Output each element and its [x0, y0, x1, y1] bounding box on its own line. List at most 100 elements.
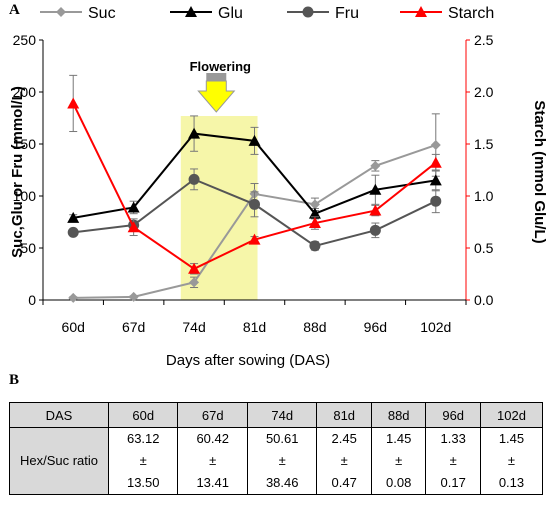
mean-value: 2.45 — [331, 431, 357, 446]
data-point — [430, 140, 441, 151]
plus-minus: ± — [507, 453, 516, 468]
x-tick-label: 67d — [122, 319, 145, 335]
plus-minus: ± — [278, 453, 286, 468]
data-point — [430, 195, 442, 207]
legend-label: Starch — [448, 5, 494, 22]
legend-marker — [302, 6, 314, 18]
sd-value: 13.50 — [126, 475, 160, 490]
line-chart: Flowering 0 50 100 150 200 250 0.0 0.5 1.0 1.5 2.0… — [9, 5, 548, 369]
x-tick-label: 102d — [420, 319, 451, 335]
sd-value: 0.47 — [331, 475, 357, 490]
data-point — [309, 199, 320, 210]
x-tick-label: 60d — [62, 319, 85, 335]
data-point — [67, 97, 80, 109]
y-right-tick-label: 2.5 — [474, 32, 494, 48]
data-point — [370, 160, 381, 171]
data-point — [429, 174, 442, 186]
mean-value: 50.61 — [265, 431, 299, 446]
data-point — [189, 277, 200, 288]
y-left-tick-label: 250 — [13, 32, 37, 48]
data-point — [67, 226, 79, 238]
y-left-tick-label: 200 — [13, 84, 37, 100]
y-right-tick-label: 2.0 — [474, 84, 494, 100]
data-point — [249, 198, 260, 210]
legend-label: Suc — [88, 5, 116, 22]
table-column-header: 102d — [479, 402, 544, 428]
y-axis-right-title: Starch (mmol Glu/L) — [531, 100, 548, 243]
data-point — [248, 134, 261, 146]
legend-item-suc: Suc — [40, 5, 116, 22]
table-column-header: 96d — [425, 402, 481, 428]
table-cell: 60.42 ± 13.41 — [177, 427, 248, 495]
data-point — [369, 224, 381, 236]
legend-label: Fru — [335, 5, 359, 22]
series-starch — [67, 74, 442, 275]
table-header-row: DAS 60d 67d 74d 81d 88d 96d 102d — [9, 402, 544, 428]
legend-label: Glu — [218, 5, 243, 22]
y-right-tick-label: 1.5 — [474, 136, 494, 152]
table-column-header: 60d — [107, 402, 179, 428]
data-point — [127, 221, 140, 233]
y-right-tick-label: 0.5 — [474, 240, 494, 256]
data-point — [309, 240, 321, 252]
data-point — [188, 262, 201, 274]
plus-minus: ± — [139, 453, 147, 468]
table-column-header: 74d — [246, 402, 318, 428]
y-left-tick-label: 150 — [13, 136, 37, 152]
sd-value: 13.41 — [196, 475, 229, 490]
x-tick-label: 88d — [303, 319, 326, 335]
table-row: Hex/Suc ratio 63.12 ± 13.50 60.42 ± 13.4… — [9, 427, 544, 495]
table-column-header: 88d — [370, 402, 427, 428]
sd-value: 0.13 — [498, 475, 525, 490]
mean-value: 1.45 — [386, 431, 412, 446]
data-point — [369, 204, 382, 216]
table-header-label: DAS — [9, 402, 109, 428]
table-cell: 1.45 ± 0.13 — [479, 427, 544, 495]
mean-value: 1.33 — [440, 431, 466, 446]
y-right-tick-label: 0.0 — [474, 292, 494, 308]
y-left-tick-label: 0 — [28, 292, 36, 308]
table-row-label: Hex/Suc ratio — [9, 427, 109, 495]
data-point — [188, 173, 200, 185]
sd-value: 0.17 — [440, 475, 466, 490]
mean-value: 60.42 — [196, 431, 229, 446]
flowering-arrow-icon — [197, 80, 236, 113]
table-cell: 63.12 ± 13.50 — [107, 427, 179, 495]
table-cell: 50.61 ± 38.46 — [246, 427, 318, 495]
y-left-tick-label: 100 — [13, 188, 37, 204]
plus-minus: ± — [340, 453, 348, 468]
data-point — [127, 201, 140, 213]
hex-suc-ratio-table: DAS 60d 67d 74d 81d 88d 96d 102d Hex/Suc… — [9, 402, 544, 495]
table-cell: 2.45 ± 0.47 — [316, 427, 372, 495]
legend-marker — [185, 6, 197, 17]
data-point — [429, 156, 442, 168]
flowering-arrow-cap — [206, 73, 227, 81]
data-point — [308, 217, 321, 229]
legend-marker — [56, 7, 66, 17]
x-tick-label: 96d — [364, 319, 387, 335]
legend-item-fru: Fru — [287, 5, 359, 22]
mean-value: 1.45 — [498, 431, 525, 446]
panel-a-label: A — [9, 2, 20, 18]
legend-marker — [415, 6, 427, 17]
data-point — [248, 233, 261, 245]
table-column-header: 67d — [177, 402, 248, 428]
y-left-tick-label: 50 — [20, 240, 36, 256]
flowering-label: Flowering — [190, 59, 251, 74]
data-point — [128, 291, 139, 302]
y-axis-left-title: Suc,Glu or Fru (mmol/L) — [9, 86, 26, 258]
y-right-tick-label: 1.0 — [474, 188, 494, 204]
plus-minus: ± — [449, 453, 457, 468]
series-glu — [67, 115, 442, 223]
data-point — [188, 127, 201, 139]
data-point — [369, 183, 382, 195]
table-column-header: 81d — [316, 402, 372, 428]
x-tick-label: 81d — [243, 319, 266, 335]
data-point — [308, 207, 321, 219]
table-cell: 1.45 ± 0.08 — [370, 427, 427, 495]
plus-minus: ± — [395, 453, 403, 468]
mean-value: 63.12 — [126, 431, 160, 446]
x-tick-label: 74d — [182, 319, 205, 335]
plus-minus: ± — [209, 453, 217, 468]
legend-item-starch: Starch — [400, 5, 494, 22]
